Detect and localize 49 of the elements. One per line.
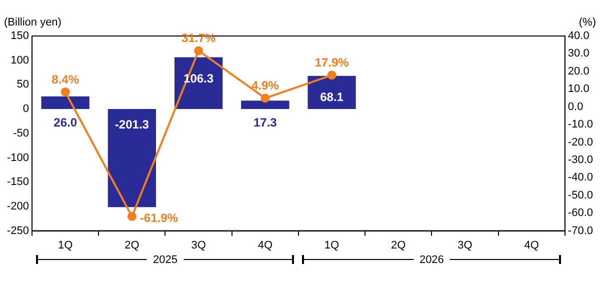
data-label: 26.0 — [54, 115, 78, 130]
text: 2026 — [413, 254, 450, 266]
x-tick-label: 2Q — [391, 239, 406, 252]
data-label: 4.9% — [251, 78, 280, 92]
y2-tick-label: -40.0 — [568, 172, 594, 184]
x-tick-label: 4Q — [524, 239, 540, 252]
y2-tick-label: -10.0 — [568, 118, 594, 131]
y-tick-label: -50 — [13, 127, 30, 140]
y-tick-label: 0 — [22, 103, 30, 116]
y2-tick-label: 30.0 — [568, 48, 590, 60]
bar — [241, 100, 290, 110]
y2-tick-label: 20.0 — [568, 65, 590, 78]
x-tick-label: 4Q — [258, 239, 273, 252]
data-label: 8.4% — [52, 72, 80, 86]
y-tick-label: -200 — [6, 200, 30, 212]
y2-tick-label: 0.0 — [568, 100, 584, 113]
y2-tick-label: -30.0 — [568, 154, 594, 166]
y2-tick-label: -20.0 — [568, 136, 594, 148]
data-label: -201.3 — [114, 117, 150, 132]
y-tick-label: 150 — [10, 30, 30, 42]
data-label: 68.1 — [320, 90, 344, 104]
data-label: 17.3 — [253, 115, 278, 130]
bar — [41, 96, 90, 110]
x-tick-label: 3Q — [458, 239, 473, 252]
y-tick-label: 50 — [16, 78, 30, 91]
y-axis-title: (Billion yen) — [4, 16, 62, 29]
y-tick-label: 100 — [10, 54, 30, 66]
y-tick-label: -100 — [6, 152, 30, 164]
point — [60, 87, 70, 96]
y2-tick-label: -70.0 — [568, 224, 594, 237]
x-tick-label: 2Q — [124, 239, 140, 252]
y2-tick-label: -50.0 — [568, 189, 594, 202]
point — [194, 46, 204, 56]
bar — [108, 109, 156, 208]
x-tick-label: 1Q — [58, 239, 74, 252]
point — [127, 212, 136, 221]
x-tick-label: 3Q — [191, 239, 206, 252]
data-label: -61.9% — [140, 210, 178, 225]
y2-tick-label: 10.0 — [568, 83, 590, 96]
x-tick-label: 1Q — [324, 239, 340, 252]
y-tick-label: -150 — [6, 176, 30, 188]
y-tick-label: -250 — [6, 224, 30, 237]
y2-axis-title: (%) — [578, 16, 596, 29]
text: 2025 — [146, 254, 184, 266]
point — [327, 70, 336, 80]
y2-tick-label: -60.0 — [568, 207, 594, 220]
data-label: 17.9% — [314, 55, 350, 70]
y2-tick-label: 40.0 — [568, 30, 590, 42]
point — [260, 94, 270, 103]
